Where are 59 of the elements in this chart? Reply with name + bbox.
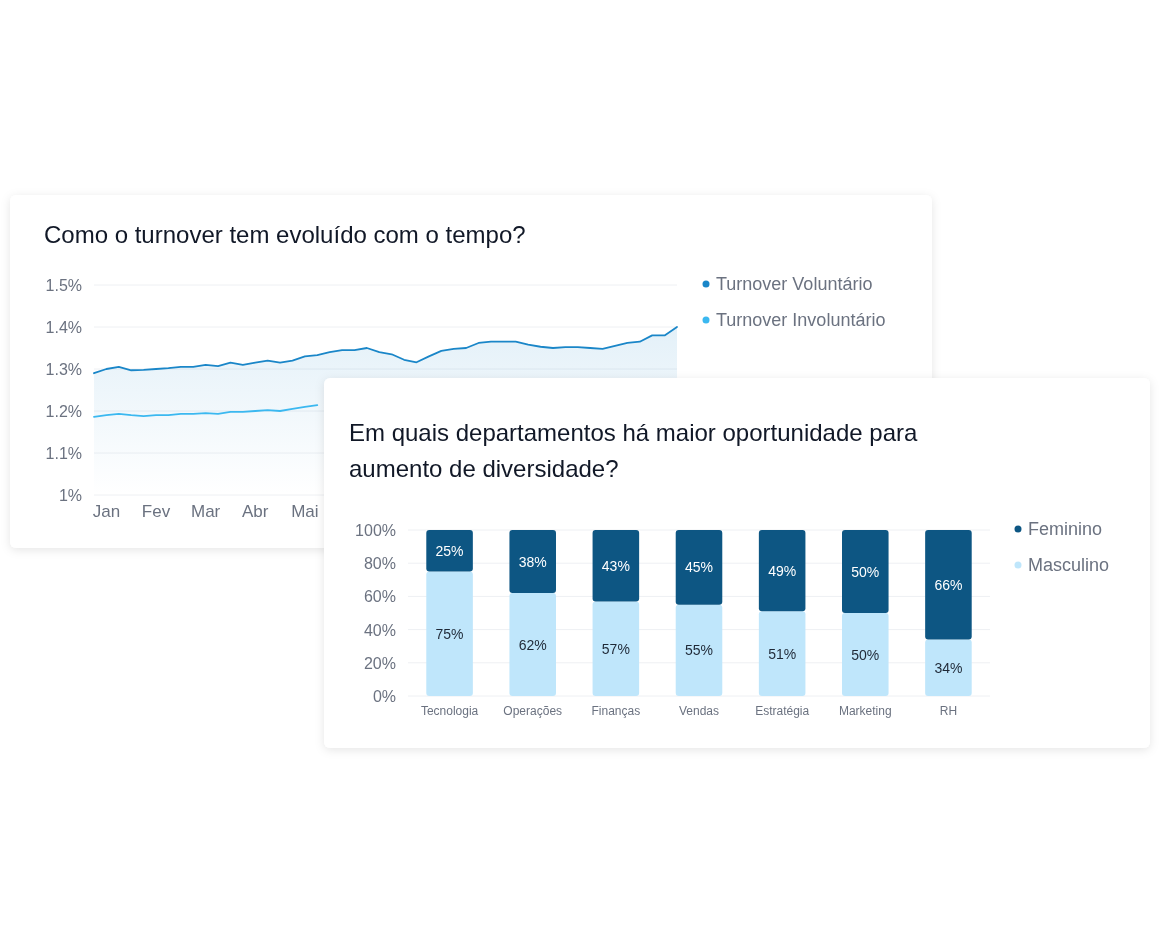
data-label: 50%	[851, 563, 880, 580]
data-label: 49%	[768, 562, 797, 579]
x-tick-label: Jan	[92, 502, 121, 521]
y-tick-label: 1.2%	[45, 403, 82, 420]
x-tick-label: Fev	[141, 502, 171, 521]
y-tick-label: 1%	[58, 487, 82, 504]
bar	[592, 530, 640, 602]
y-tick-label: 1.5%	[45, 277, 82, 294]
y-tick-label: 1.3%	[45, 361, 82, 378]
data-label: 51%	[768, 645, 797, 662]
data-label: 62%	[518, 636, 547, 653]
data-label: 57%	[601, 640, 630, 657]
bar	[842, 530, 889, 613]
bar	[509, 530, 556, 594]
legend-label: Feminino	[1028, 519, 1103, 539]
x-tick-label: Marketing	[838, 704, 892, 718]
y-tick-label: 80%	[363, 555, 396, 573]
data-label: 50%	[851, 646, 880, 663]
bar	[426, 571, 473, 696]
y-tick-label: 1.4%	[45, 319, 82, 336]
bar	[592, 601, 640, 696]
data-label: 43%	[601, 557, 630, 574]
data-label: 66%	[934, 576, 963, 593]
line-series	[93, 404, 319, 418]
x-tick-label: Finanças	[591, 704, 641, 718]
bar	[675, 530, 723, 605]
x-tick-label: RH	[939, 704, 958, 718]
y-tick-label: 20%	[363, 654, 396, 672]
legend-label: Masculino	[1028, 555, 1110, 575]
bar	[509, 593, 556, 696]
x-tick-label: Mai	[291, 502, 319, 521]
data-label: 45%	[684, 559, 714, 576]
x-tick-label: Operações	[503, 704, 563, 718]
legend-label: Turnover Voluntário	[716, 274, 873, 294]
y-tick-label: 60%	[363, 588, 396, 606]
x-tick-label: Abr	[242, 502, 269, 521]
data-label: 75%	[435, 625, 464, 642]
data-label: 25%	[435, 542, 464, 559]
x-tick-label: Tecnologia	[420, 704, 479, 718]
legend-label: Turnover Involuntário	[716, 310, 886, 330]
bar	[675, 604, 723, 696]
x-tick-label: Mar	[191, 502, 221, 521]
data-label: 34%	[934, 659, 963, 676]
bar	[758, 611, 806, 696]
x-tick-label: Estratégia	[755, 704, 810, 718]
bar	[842, 613, 889, 696]
bar	[925, 639, 972, 696]
chart-title: Em quais departamentos há maior oportunidade para aumento de diversidade?	[349, 419, 918, 482]
bar	[925, 530, 972, 640]
data-label: 55%	[684, 642, 714, 659]
y-tick-label: 100%	[355, 522, 396, 539]
bar	[426, 530, 473, 572]
data-label: 38%	[518, 553, 547, 570]
bar	[758, 530, 806, 612]
x-tick-label: Vendas	[678, 704, 720, 718]
y-tick-label: 1.1%	[45, 445, 82, 462]
y-tick-label: 0%	[372, 688, 396, 705]
chart-title: Como o turnover tem evoluído com o tempo?	[44, 221, 526, 248]
y-tick-label: 40%	[363, 621, 396, 639]
